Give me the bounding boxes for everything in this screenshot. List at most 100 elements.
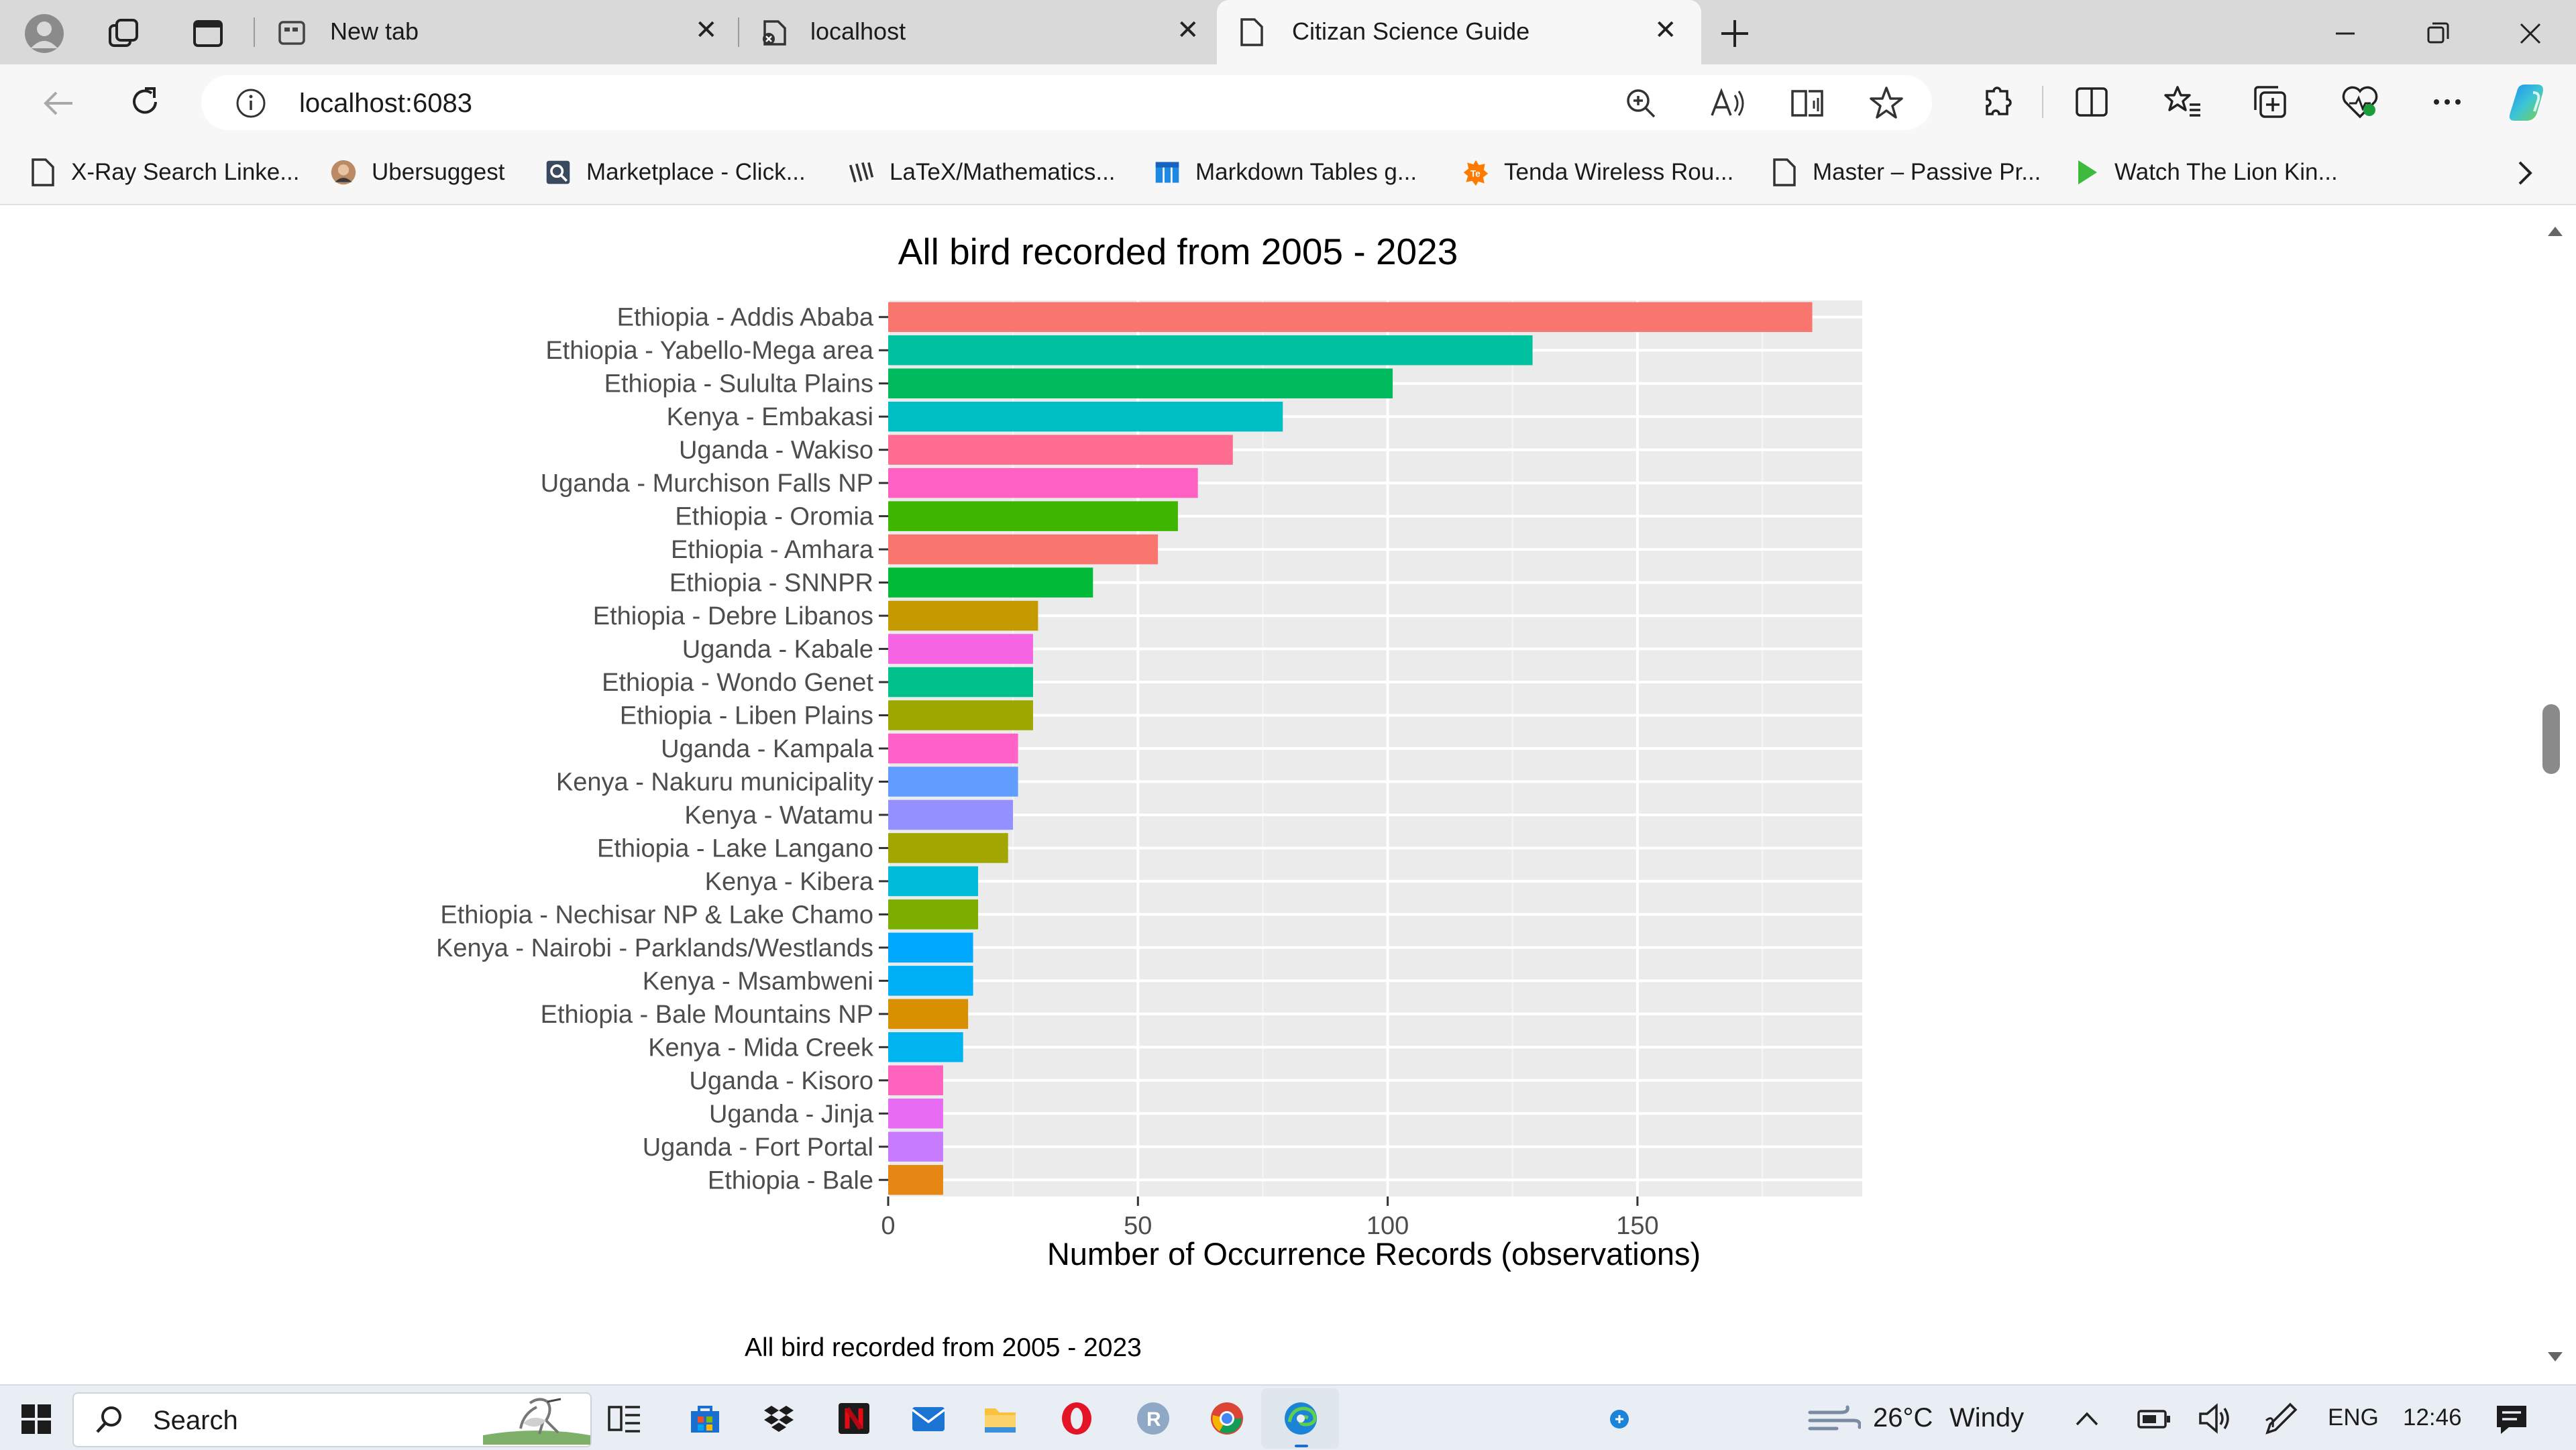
new-tab-button-icon[interactable] — [1717, 16, 1752, 51]
favorite-star-icon[interactable] — [1868, 85, 1905, 122]
language-indicator[interactable]: ENG — [2328, 1404, 2379, 1431]
close-tab-icon[interactable]: ✕ — [1654, 15, 1677, 45]
opera-icon[interactable] — [1059, 1400, 1095, 1437]
notifications-icon[interactable] — [2493, 1402, 2530, 1437]
microsoft-store-icon[interactable] — [688, 1402, 722, 1435]
favorites-icon[interactable] — [2163, 83, 2203, 121]
tab-strip: New tab ✕ localhost ✕ Citizan Science Gu… — [0, 0, 2576, 64]
restore-icon[interactable] — [2420, 16, 2455, 51]
y-tick-label: Uganda - Jinja — [709, 1100, 874, 1128]
document-icon — [32, 158, 54, 186]
windy-weather-icon[interactable] — [1807, 1403, 1861, 1435]
bookmark-item[interactable]: LaTeX/Mathematics... — [848, 150, 1116, 194]
scroll-down-icon[interactable] — [2545, 1349, 2565, 1365]
y-tick-label: Ethiopia - Nechisar NP & Lake Chamo — [440, 901, 873, 929]
y-tick-label: Ethiopia - SNNPR — [669, 569, 873, 598]
bar — [888, 534, 1159, 565]
site-info-icon[interactable] — [235, 87, 267, 119]
minimize-icon[interactable] — [2328, 16, 2363, 51]
windows-start-icon[interactable] — [20, 1403, 52, 1435]
y-tick-label: Ethiopia - Bale Mountains NP — [541, 1001, 873, 1029]
clock-time[interactable]: 12:46 — [2403, 1404, 2462, 1431]
close-tab-icon[interactable]: ✕ — [1177, 15, 1199, 45]
extensions-icon[interactable] — [1978, 83, 2015, 121]
close-tab-icon[interactable]: ✕ — [695, 15, 718, 45]
y-tick-label: Ethiopia - Yabello-Mega area — [545, 337, 874, 365]
bookmarks-bar — [0, 142, 2576, 205]
workspaces-icon[interactable] — [106, 16, 141, 51]
y-tick-label: Uganda - Wakiso — [679, 437, 873, 465]
bookmark-item[interactable]: X-Ray Search Linke... — [30, 150, 299, 194]
y-tick-label: Ethiopia - Amhara — [671, 536, 874, 564]
y-tick-label: Uganda - Kisoro — [689, 1067, 873, 1095]
chevron-right-icon[interactable] — [2512, 157, 2538, 189]
scrollbar-thumb[interactable] — [2542, 704, 2560, 774]
tab-label: New tab — [330, 17, 419, 45]
y-tick-label: Kenya - Watamu — [684, 801, 873, 830]
widget-badge-icon[interactable] — [1606, 1406, 1633, 1433]
collections-icon[interactable] — [2251, 83, 2290, 121]
volume-icon[interactable] — [2198, 1402, 2235, 1435]
bookmark-item[interactable]: Master – Passive Pr... — [1771, 150, 2041, 194]
pen-icon[interactable] — [2263, 1400, 2300, 1437]
battery-icon[interactable] — [2136, 1404, 2172, 1434]
bookmark-item[interactable]: Watch The Lion Kin... — [2073, 150, 2338, 194]
bookmark-label: Markdown Tables g... — [1195, 159, 1417, 185]
bar — [888, 302, 1813, 333]
chevron-up-icon[interactable] — [2073, 1406, 2101, 1433]
copilot-icon[interactable] — [2506, 79, 2553, 125]
dropbox-icon[interactable] — [762, 1402, 796, 1435]
more-options-icon[interactable] — [2428, 83, 2466, 121]
address-bar[interactable]: localhost:6083 — [201, 75, 1932, 130]
bar — [888, 1099, 943, 1129]
y-tick-label: Kenya - Nairobi - Parklands/Westlands — [436, 934, 873, 962]
x-tick-label: 50 — [1124, 1212, 1152, 1240]
ubersuggest-avatar-icon — [331, 160, 356, 185]
tab-new-tab[interactable]: New tab ✕ — [266, 0, 735, 64]
task-view-icon[interactable] — [608, 1402, 644, 1435]
chrome-icon[interactable] — [1209, 1400, 1245, 1437]
bookmark-item[interactable]: Ubersuggest — [330, 150, 504, 194]
bar — [888, 767, 1018, 797]
browser-essentials-icon[interactable] — [2340, 83, 2380, 121]
read-aloud-icon[interactable] — [1709, 86, 1747, 121]
bar — [888, 966, 973, 996]
tab-localhost[interactable]: localhost ✕ — [746, 0, 1216, 64]
netflix-icon[interactable] — [837, 1402, 871, 1435]
bookmark-label: LaTeX/Mathematics... — [890, 159, 1116, 185]
bookmark-item[interactable]: Te Tenda Wireless Rou... — [1462, 150, 1733, 194]
edge-icon[interactable] — [1283, 1400, 1319, 1437]
y-tick-label: Ethiopia - Sululta Plains — [604, 370, 873, 398]
split-screen-icon[interactable] — [2073, 83, 2110, 121]
bar — [888, 1131, 943, 1162]
file-explorer-icon[interactable] — [982, 1400, 1018, 1437]
bookmark-item[interactable]: Marketplace - Click... — [545, 150, 806, 194]
url-text[interactable]: localhost:6083 — [299, 89, 472, 118]
vertical-scrollbar[interactable] — [2533, 205, 2576, 1378]
mail-icon[interactable] — [911, 1403, 946, 1434]
weather-temperature[interactable]: 26°C — [1873, 1403, 1933, 1433]
profile-avatar-icon[interactable] — [24, 13, 64, 54]
scroll-up-icon[interactable] — [2545, 223, 2565, 239]
table-generator-icon — [1155, 162, 1179, 183]
weather-description[interactable]: Windy — [1949, 1403, 2025, 1433]
bookmark-item[interactable]: Markdown Tables g... — [1154, 150, 1417, 194]
tab-citizan-science-guide[interactable]: Citizan Science Guide ✕ — [1217, 0, 1701, 64]
tab-actions-icon[interactable] — [191, 16, 225, 51]
immersive-reader-icon[interactable] — [1790, 86, 1827, 121]
document-icon — [1773, 158, 1796, 186]
bar — [888, 501, 1178, 531]
bar — [888, 999, 969, 1029]
new-tab-icon — [278, 21, 305, 45]
r-program-icon[interactable]: R — [1135, 1400, 1171, 1437]
bar — [888, 1065, 943, 1096]
close-window-icon[interactable] — [2513, 16, 2548, 51]
taskbar-search-box[interactable]: Search — [72, 1392, 592, 1447]
bar — [888, 799, 1014, 830]
play-icon — [2078, 160, 2097, 184]
y-tick-label: Kenya - Embakasi — [667, 403, 873, 431]
refresh-icon[interactable] — [126, 83, 164, 121]
bookmark-label: Tenda Wireless Rou... — [1504, 159, 1734, 185]
back-icon[interactable] — [39, 86, 76, 121]
zoom-icon[interactable] — [1623, 86, 1658, 121]
